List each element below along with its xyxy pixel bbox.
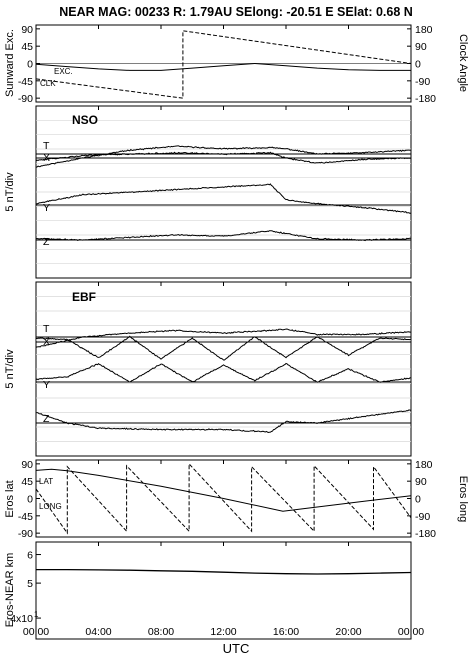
orientation-panel: EXC. CLK 90 45 0 -45 -90 180 90 0 -90 -180 Sunwa… bbox=[4, 24, 469, 105]
left-tick-label-1: 45 bbox=[21, 476, 33, 488]
right-tick-label-1: 90 bbox=[415, 41, 427, 53]
left-tick-label-2: 0 bbox=[27, 494, 33, 506]
x-tick-label-4: 16:00 bbox=[273, 626, 299, 638]
long-series-label: LONG bbox=[39, 502, 62, 511]
left-tick-label-2: 0 bbox=[27, 59, 33, 71]
distance-panel-frame bbox=[35, 541, 412, 640]
series-z-trace bbox=[35, 409, 412, 434]
right-tick-label-3: -90 bbox=[415, 76, 430, 88]
distance-tick-label-1: 5 bbox=[27, 578, 33, 590]
clk-series-label: CLK bbox=[40, 79, 56, 88]
ebf-axis-label: 5 nT/div bbox=[4, 349, 16, 389]
series-lat-line bbox=[35, 468, 412, 512]
series-y-trace bbox=[35, 183, 412, 214]
right-tick-label-3: -90 bbox=[415, 511, 430, 523]
orientation-left-axis-label: Sunward Exc. bbox=[4, 29, 16, 97]
series-range-line bbox=[36, 568, 412, 575]
eros-position-panel: LAT LONG 90 45 0 -45 -90 180 90 0 -90 -180 Eros … bbox=[4, 459, 469, 540]
distance-tick-label-0: 6 bbox=[27, 550, 33, 562]
left-tick-label-0: 90 bbox=[21, 459, 33, 471]
series-x-trace bbox=[35, 335, 412, 361]
left-tick-label-3: -45 bbox=[18, 511, 33, 523]
ebf-t-label: T bbox=[43, 323, 50, 335]
nso-t-label: T bbox=[43, 140, 50, 152]
x-axis-label: UTC bbox=[223, 641, 250, 656]
right-tick-label-2: 0 bbox=[415, 494, 421, 506]
nso-y-label: Y bbox=[43, 202, 50, 214]
series-long-line bbox=[35, 462, 412, 535]
x-tick-label-5: 20:00 bbox=[335, 626, 361, 638]
nso-panel-label: NSO bbox=[72, 113, 98, 127]
distance-axis-label: Eros-NEAR km bbox=[4, 553, 16, 628]
right-tick-label-1: 90 bbox=[415, 476, 427, 488]
distance-tick-label-2: 4x10 bbox=[10, 613, 33, 625]
series-t-trace bbox=[35, 145, 412, 168]
eros-lat-axis-label: Eros lat bbox=[4, 480, 16, 517]
nso-panel: NSO T X Y Z 5 nT/div bbox=[4, 105, 412, 279]
ebf-z-label: Z bbox=[43, 413, 50, 425]
series-x-trace bbox=[35, 151, 412, 164]
x-tick-label-0: 00:00 bbox=[23, 626, 49, 638]
series-clk-line bbox=[35, 30, 412, 99]
series-t-trace bbox=[35, 328, 412, 348]
series-z-trace bbox=[35, 230, 412, 242]
nso-x-label: X bbox=[43, 152, 50, 164]
figure-title: NEAR MAG: 00233 R: 1.79AU SElong: -20.51… bbox=[59, 5, 413, 19]
right-tick-label-0: 180 bbox=[415, 459, 433, 471]
distance-panel: 6 5 4x10 1 Eros-NEAR km bbox=[4, 541, 412, 640]
eros-long-axis-label: Eros long bbox=[457, 476, 469, 522]
left-tick-label-0: 90 bbox=[21, 24, 33, 36]
left-tick-label-4: -90 bbox=[18, 528, 33, 540]
right-tick-label-0: 180 bbox=[415, 24, 433, 36]
orientation-right-axis-label: Clock Angle bbox=[457, 34, 469, 92]
x-tick-label-2: 08:00 bbox=[148, 626, 174, 638]
x-tick-label-1: 04:00 bbox=[85, 626, 111, 638]
left-tick-label-3: -45 bbox=[18, 76, 33, 88]
nso-axis-label: 5 nT/div bbox=[4, 172, 16, 212]
x-tick-label-3: 12:00 bbox=[210, 626, 236, 638]
series-exc-line bbox=[35, 62, 411, 71]
left-tick-label-1: 45 bbox=[21, 41, 33, 53]
distance-tick-exponent: 1 bbox=[34, 610, 39, 619]
left-tick-label-4: -90 bbox=[18, 93, 33, 105]
right-tick-label-4: -180 bbox=[415, 528, 436, 540]
ebf-y-label: Y bbox=[43, 379, 50, 391]
exc-series-label: EXC. bbox=[54, 67, 73, 76]
ebf-panel: EBF T X Y Z 5 nT/div bbox=[4, 281, 412, 457]
ebf-panel-label: EBF bbox=[72, 290, 96, 304]
right-tick-label-2: 0 bbox=[415, 59, 421, 71]
ebf-x-label: X bbox=[43, 336, 50, 348]
right-tick-label-4: -180 bbox=[415, 93, 436, 105]
time-axis: 00:00 04:00 08:00 12:00 16:00 20:00 00:00 bbox=[23, 25, 424, 638]
lat-series-label: LAT bbox=[39, 477, 53, 486]
series-y-trace bbox=[35, 362, 412, 383]
nso-z-label: Z bbox=[43, 236, 50, 248]
x-tick-label-6: 00:00 bbox=[398, 626, 424, 638]
